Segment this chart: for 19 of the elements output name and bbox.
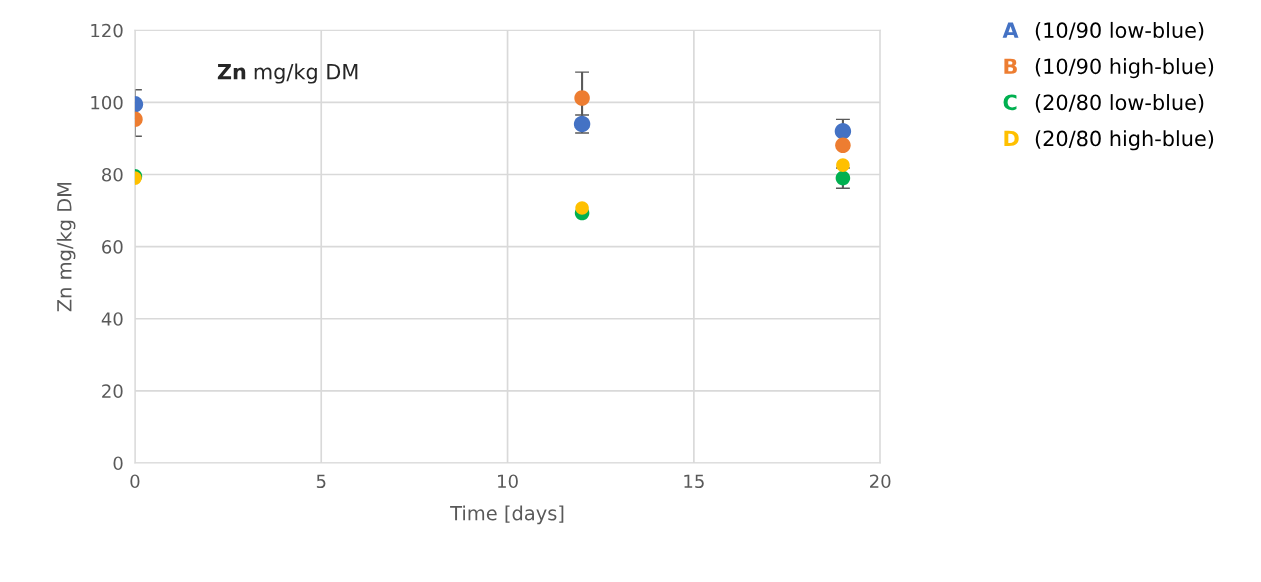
y-tick-label: 120 [91,23,123,38]
x-axis-title: Time [days] [450,505,564,525]
x-tick-label: 0 [130,474,140,489]
x-tick-label: 15 [684,474,704,489]
y-tick-label: 60 [102,240,123,254]
annotation: Zn mg/kg DM [217,63,358,84]
text: D (20/80 high-blue) [1004,130,1214,151]
y-tick-label: 40 [101,312,123,326]
text: B (10/90 high-blue) [1004,58,1214,79]
y-tick-label: 80 [102,167,123,182]
y-tick-label: 0 [113,456,123,471]
x-tick-label: 5 [316,474,326,489]
x-tick-label: 20 [870,474,891,489]
y-tick-label: 20 [102,384,123,398]
y-tick-label: 100 [91,95,123,110]
x-tick-label: 10 [498,474,518,489]
y-axis-title: Zn mg/kg DM [56,182,76,312]
text: A (10/90 low-blue) [1002,21,1204,41]
text: C (20/80 low-blue) [1003,94,1204,113]
